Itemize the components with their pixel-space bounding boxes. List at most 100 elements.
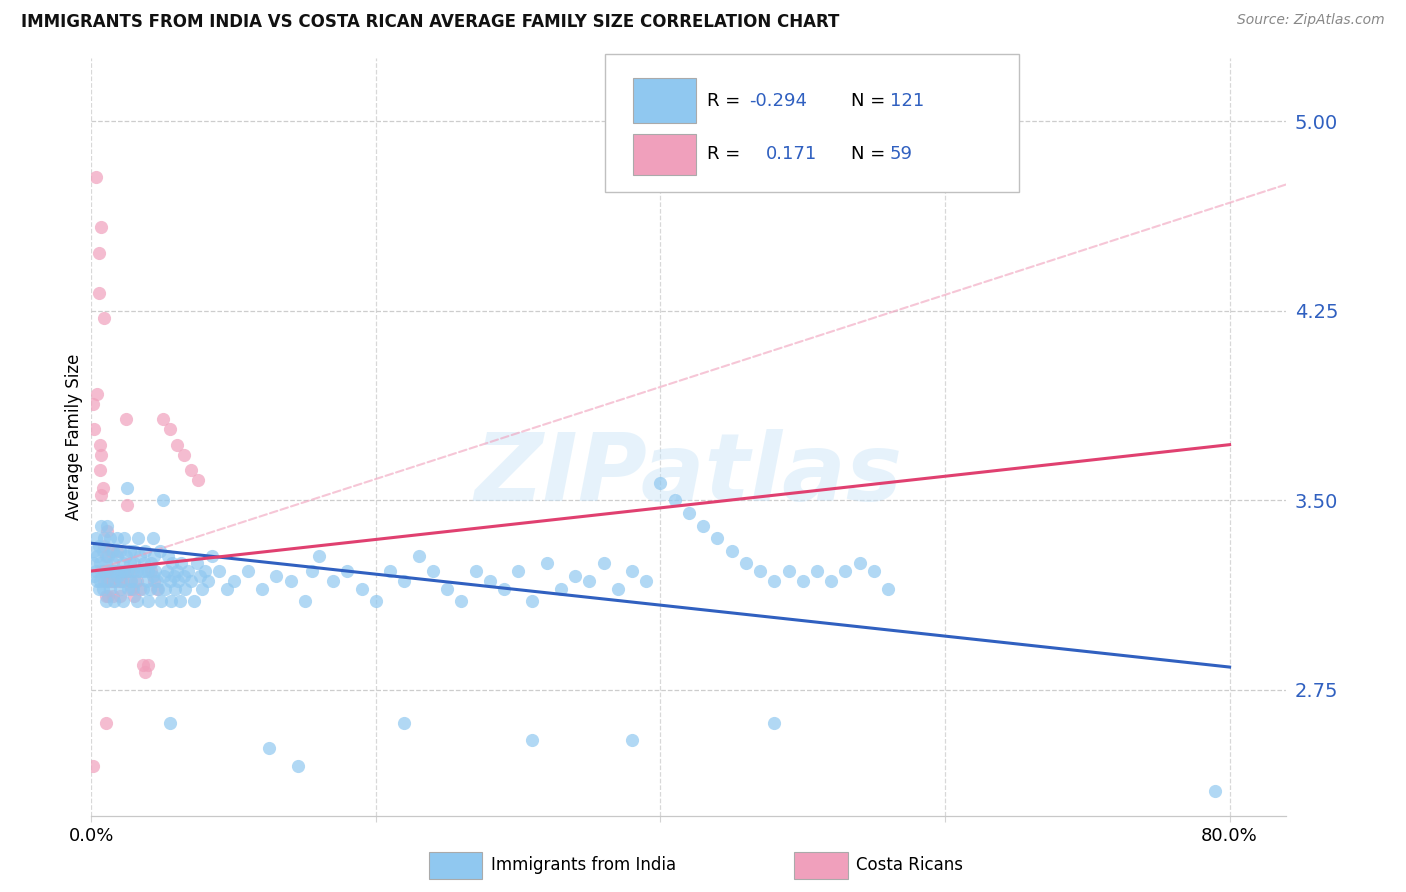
Point [706, 531, 728, 545]
Point [550, 582, 572, 596]
Point [564, 569, 586, 583]
Point [250, 582, 273, 596]
Point [422, 564, 444, 578]
Point [120, 582, 142, 596]
Point [122, 590, 145, 604]
Point [167, 574, 190, 589]
Text: ZIPatlas: ZIPatlas [475, 429, 903, 521]
Point [111, 557, 134, 571]
Point [136, 594, 159, 608]
Point [166, 437, 188, 451]
Point [522, 733, 544, 747]
Point [111, 574, 134, 589]
Text: IMMIGRANTS FROM INDIA VS COSTA RICAN AVERAGE FAMILY SIZE CORRELATION CHART: IMMIGRANTS FROM INDIA VS COSTA RICAN AVE… [21, 13, 839, 31]
Point [90, 488, 112, 502]
Point [478, 574, 501, 589]
Text: Immigrants from India: Immigrants from India [491, 856, 676, 874]
Point [125, 594, 148, 608]
Point [173, 569, 195, 583]
Point [127, 531, 149, 545]
Point [166, 564, 188, 578]
Point [86, 549, 108, 563]
Point [108, 582, 131, 596]
Y-axis label: Average Family Size: Average Family Size [65, 354, 83, 520]
Point [162, 557, 184, 571]
Point [89, 574, 111, 589]
Text: 0.171: 0.171 [766, 145, 817, 163]
Point [121, 582, 143, 596]
Point [108, 590, 131, 604]
Point [492, 582, 515, 596]
Point [108, 544, 131, 558]
Point [146, 574, 169, 589]
Point [149, 544, 172, 558]
Point [720, 544, 742, 558]
Point [93, 531, 115, 545]
Point [112, 564, 135, 578]
Point [93, 539, 115, 553]
Point [436, 582, 458, 596]
Point [522, 594, 544, 608]
Point [464, 564, 486, 578]
Point [115, 498, 138, 512]
Point [93, 311, 115, 326]
Point [122, 557, 145, 571]
Point [111, 594, 134, 608]
Point [100, 564, 122, 578]
Point [98, 574, 121, 589]
Point [159, 574, 181, 589]
Point [86, 574, 108, 589]
Point [408, 549, 430, 563]
Point [108, 574, 131, 589]
Point [222, 574, 245, 589]
Point [93, 574, 115, 589]
Point [82, 557, 104, 571]
Point [578, 574, 600, 589]
Point [84, 531, 107, 545]
Point [180, 574, 202, 589]
Point [87, 245, 110, 260]
Point [94, 594, 117, 608]
Point [136, 657, 159, 672]
Point [122, 544, 145, 558]
Point [1204, 784, 1226, 798]
Point [91, 481, 114, 495]
Point [94, 557, 117, 571]
Point [107, 569, 129, 583]
Point [308, 549, 330, 563]
Point [87, 285, 110, 300]
Point [91, 564, 114, 578]
Point [159, 715, 181, 730]
Point [792, 574, 814, 589]
Point [101, 574, 124, 589]
Point [692, 518, 714, 533]
Point [215, 582, 238, 596]
Point [208, 564, 231, 578]
Point [110, 564, 132, 578]
Text: N =: N = [851, 145, 890, 163]
Text: -0.294: -0.294 [749, 92, 807, 110]
Point [145, 564, 167, 578]
Point [120, 564, 142, 578]
Point [94, 590, 117, 604]
Point [93, 564, 115, 578]
Point [763, 574, 786, 589]
Point [197, 574, 219, 589]
Point [636, 574, 658, 589]
Point [186, 557, 208, 571]
Point [187, 473, 209, 487]
Point [378, 564, 402, 578]
Point [266, 569, 288, 583]
Point [257, 740, 280, 755]
Point [141, 557, 163, 571]
Point [135, 574, 157, 589]
Point [863, 564, 886, 578]
Point [100, 544, 122, 558]
Point [131, 582, 153, 596]
Point [322, 574, 344, 589]
Point [128, 582, 150, 596]
Point [83, 544, 105, 558]
Point [294, 594, 316, 608]
Point [621, 564, 644, 578]
Point [117, 582, 139, 596]
